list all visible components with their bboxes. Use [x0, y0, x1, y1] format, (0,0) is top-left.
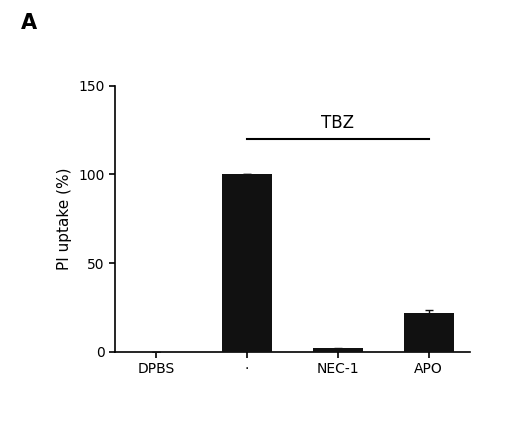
Y-axis label: PI uptake (%): PI uptake (%): [57, 168, 73, 270]
Text: TBZ: TBZ: [321, 114, 354, 132]
Bar: [313, 348, 363, 352]
Bar: [404, 313, 454, 352]
Bar: [222, 175, 272, 352]
Text: A: A: [21, 13, 37, 33]
